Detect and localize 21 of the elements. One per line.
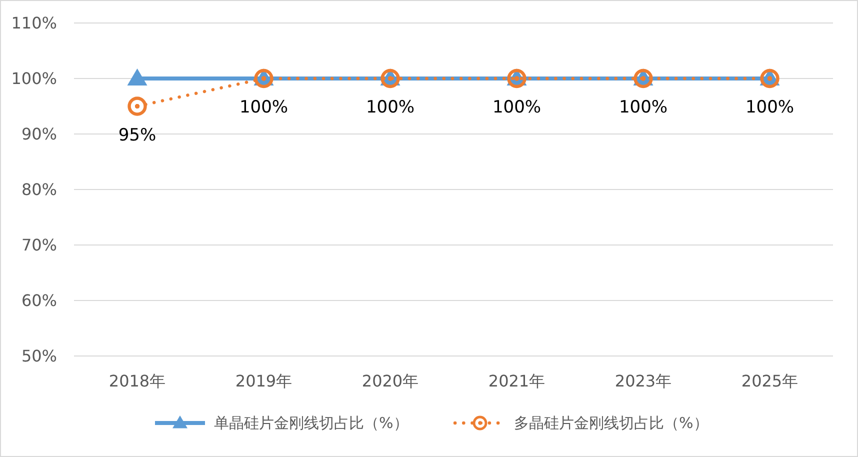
y-tick-label: 90% (21, 124, 57, 144)
x-tick-label: 2023年 (614, 372, 672, 390)
x-tick-label: 2018年 (108, 372, 166, 390)
y-tick-label: 60% (21, 291, 57, 310)
y-tick-label: 50% (21, 346, 57, 366)
y-tick-label: 100% (11, 69, 57, 88)
x-tick-label: 2020年 (362, 372, 419, 390)
data-label: 100% (239, 98, 288, 118)
x-tick-label: 2025年 (741, 372, 798, 390)
data-label: 100% (492, 98, 542, 118)
y-tick-label: 80% (21, 180, 57, 199)
data-label: 100% (618, 98, 668, 118)
y-tick-label: 110% (11, 14, 57, 32)
data-label: 95% (118, 125, 156, 146)
legend-label: 多晶硅片金刚线切占比（%） (514, 414, 708, 432)
y-tick-label: 70% (21, 236, 57, 254)
legend-label: 单晶硅片金刚线切占比（%） (214, 414, 408, 432)
data-label: 100% (366, 98, 415, 118)
x-tick-label: 2019年 (235, 372, 292, 390)
data-label: 100% (745, 98, 794, 118)
x-tick-label: 2021年 (488, 372, 546, 390)
